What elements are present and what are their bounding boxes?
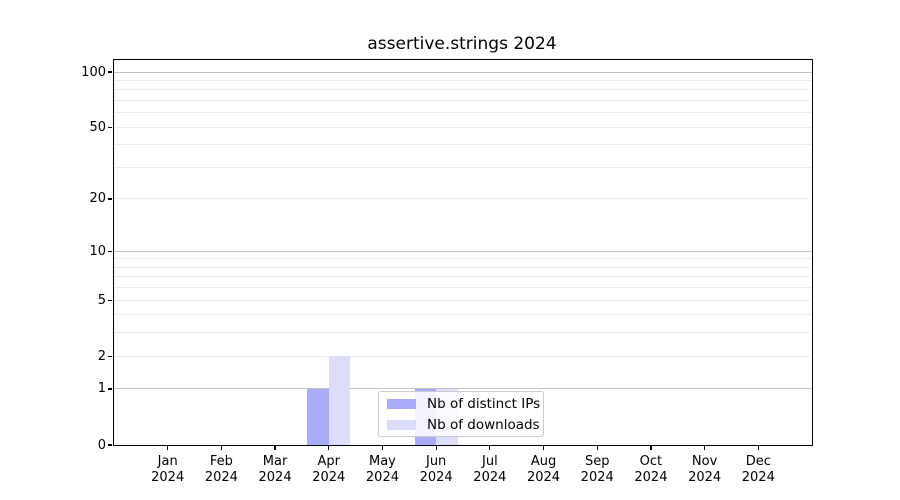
y-tick-mark [108,299,112,301]
x-tick-mark [381,446,384,450]
x-tick-label: Sep 2024 [567,454,627,486]
gridline-major [114,388,812,390]
gridline-minor [114,299,812,301]
y-tick-label: 5 [97,292,106,308]
y-tick-mark [108,198,112,200]
x-tick-mark [596,446,598,450]
x-tick-label-year: 2024 [741,470,775,485]
x-tick-label-year: 2024 [258,470,292,485]
gridline-minor [114,79,812,81]
x-tick-label: Jan 2024 [138,454,198,486]
legend-swatch [387,419,416,430]
gridline-minor [114,258,812,260]
x-tick-mark [328,446,330,450]
x-tick-label-year: 2024 [419,470,453,485]
gridline-minor [114,112,812,114]
gridline-minor [114,287,812,289]
gridline-minor [114,198,812,200]
gridline-minor [114,314,812,316]
x-tick-label-year: 2024 [580,470,614,485]
x-tick-label-year: 2024 [365,470,399,485]
x-tick-label: Jul 2024 [460,454,520,486]
y-tick-label: 50 [89,119,106,135]
gridline-major [114,250,812,252]
y-tick-mark [108,126,112,128]
y-tick-mark [108,355,112,357]
x-tick-mark [274,446,276,450]
gridline-minor [114,166,812,168]
legend-label: Nb of distinct IPs [427,395,541,412]
y-tick-mark [108,388,112,390]
bar-distinct-ips-apr [307,388,329,445]
x-tick-mark [220,446,222,450]
x-tick-label: Nov 2024 [675,454,735,486]
x-tick-label-year: 2024 [473,470,507,485]
y-tick-label: 20 [89,191,106,207]
gridline-minor [114,355,812,357]
x-tick-mark [757,446,759,450]
x-tick-label: Feb 2024 [191,454,251,486]
x-tick-label: Aug 2024 [514,454,574,486]
x-tick-mark [435,446,437,450]
y-tick-label: 1 [97,381,106,397]
y-tick-mark [108,250,112,252]
y-tick-mark [108,444,112,446]
x-tick-mark [542,446,545,450]
x-tick-label-year: 2024 [151,470,185,485]
y-tick-label: 2 [97,348,106,364]
x-tick-label: Jun 2024 [406,454,466,486]
x-tick-label: May 2024 [352,454,412,486]
bar-downloads-apr [328,356,351,445]
gridline-minor [114,144,812,146]
legend-label: Nb of downloads [427,416,540,433]
gridline-minor [114,126,812,128]
gridline-minor [114,89,812,91]
x-tick-mark [704,446,706,450]
legend-item: Nb of downloads [379,414,543,435]
x-tick-label-year: 2024 [312,470,346,485]
plot-area: 0 1 2 5 10 20 50 100 Jan 2024 Feb 2024 Mar 2024 Apr 202… [81,59,813,485]
x-tick-label: Apr 2024 [299,454,359,486]
legend-swatch [387,398,416,409]
gridline-minor [114,276,812,278]
x-tick-label-year: 2024 [204,470,238,485]
gridline-minor [114,332,812,334]
x-tick-mark [167,446,169,450]
gridline-minor [114,266,812,268]
x-tick-label-year: 2024 [688,470,722,485]
x-tick-label: Oct 2024 [621,454,681,486]
gridline-major [114,71,812,73]
x-tick-mark [489,446,491,450]
y-tick-label: 0 [97,437,106,453]
y-tick-mark [108,71,112,73]
x-tick-mark [650,446,652,450]
y-tick-label: 10 [89,243,106,259]
legend: Nb of distinct IPs Nb of downloads [378,391,544,437]
x-tick-label: Mar 2024 [245,454,305,486]
x-tick-label-year: 2024 [526,470,561,485]
x-tick-label-year: 2024 [634,470,668,485]
x-tick-label: Dec 2024 [728,454,788,486]
legend-item: Nb of distinct IPs [379,393,543,414]
y-tick-label: 100 [81,64,106,80]
gridline-minor [114,99,812,101]
chart-title: assertive.strings 2024 [367,34,557,54]
